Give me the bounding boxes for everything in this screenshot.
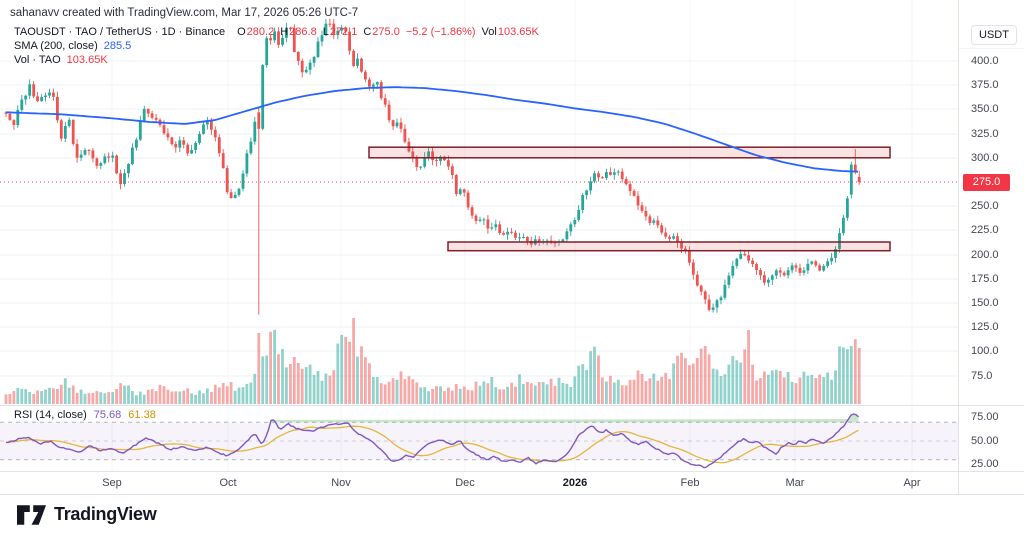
- rsi-label: RSI (14, close): [14, 409, 87, 421]
- price-pane[interactable]: [0, 0, 958, 405]
- ohlc-close: C 275.0: [363, 26, 400, 38]
- currency-toggle-button[interactable]: USDT: [971, 25, 1017, 45]
- time-axis-label: Sep: [102, 477, 122, 489]
- rsi-axis-label: 75.00: [971, 411, 999, 423]
- pane-separator[interactable]: [0, 471, 1024, 472]
- time-axis-label: Oct: [219, 477, 237, 489]
- price-axis-label: 175.0: [971, 273, 999, 285]
- symbol-title: TAOUSDT · TAO / TetherUS · 1D · Binance: [14, 26, 226, 38]
- price-axis-label: 375.0: [971, 79, 999, 91]
- time-axis-label: 2026: [562, 477, 588, 489]
- price-axis-label: 300.0: [971, 152, 999, 164]
- last-price-label: 275.0: [963, 173, 1010, 191]
- sma-legend-row[interactable]: SMA (200, close) 285.5: [14, 39, 539, 53]
- price-axis-label: 250.0: [971, 200, 999, 212]
- rsi-ma-value: 61.38: [128, 409, 156, 421]
- price-axis-label: 200.0: [971, 249, 999, 261]
- price-axis-label: 150.0: [971, 297, 999, 309]
- price-axis-label: 325.0: [971, 128, 999, 140]
- rsi-ma-line: [6, 425, 859, 464]
- sma-label: SMA (200, close): [14, 40, 98, 52]
- vol-value: 103.65K: [66, 54, 108, 66]
- ohlc-high: H 286.8: [280, 26, 317, 38]
- rsi-line: [6, 413, 859, 469]
- price-axis-label: 225.0: [971, 224, 999, 236]
- rsi-legend-row[interactable]: RSI (14, close) 75.68 61.38: [14, 409, 156, 421]
- axis-divider: [959, 48, 1024, 49]
- price-axis[interactable]: USDT 275.0 400.0 375.0 350.0 325.0 300.0 250.…: [958, 0, 1024, 494]
- rsi-pane[interactable]: [0, 406, 958, 471]
- pane-separator[interactable]: [0, 405, 1024, 406]
- time-axis-label: Nov: [331, 477, 351, 489]
- price-axis-label: 350.0: [971, 103, 999, 115]
- sma-value: 285.5: [103, 40, 132, 52]
- rsi-axis-label: 50.00: [971, 435, 999, 447]
- price-axis-label: 125.0: [971, 321, 999, 333]
- time-axis-label: Mar: [785, 477, 805, 489]
- time-axis-label: Feb: [680, 477, 700, 489]
- time-axis[interactable]: Sep Oct Nov Dec 2026 Feb Mar Apr: [0, 472, 958, 494]
- price-axis-label: 400.0: [971, 55, 999, 67]
- pane-separator: [0, 494, 1024, 495]
- main-legend: TAOUSDT · TAO / TetherUS · 1D · Binance …: [14, 25, 539, 67]
- tradingview-logo-icon: [17, 504, 46, 525]
- ohlc-low: L 272.1: [322, 26, 358, 38]
- change-value: −5.2 (−1.86%): [405, 26, 476, 38]
- tradingview-logo[interactable]: TradingView: [17, 504, 157, 525]
- time-axis-label: Dec: [455, 477, 475, 489]
- price-zone[interactable]: [368, 146, 891, 159]
- vol-label: Vol · TAO: [14, 54, 61, 66]
- candlesticks: [4, 18, 861, 315]
- volume-legend-row[interactable]: Vol · TAO 103.65K: [14, 53, 539, 67]
- time-axis-label: Apr: [903, 477, 921, 489]
- symbol-legend-row[interactable]: TAOUSDT · TAO / TetherUS · 1D · Binance …: [14, 25, 539, 39]
- price-zone[interactable]: [447, 241, 891, 252]
- rsi-axis-label: 25.00: [971, 458, 999, 470]
- price-axis-label: 100.0: [971, 345, 999, 357]
- volume-bars: [4, 318, 861, 404]
- price-axis-label: 75.0: [971, 370, 993, 382]
- sma-200-line: [5, 86, 859, 173]
- volume-value: Vol 103.65K: [481, 26, 539, 38]
- tradingview-logo-text: TradingView: [54, 504, 157, 524]
- rsi-value: 75.68: [93, 409, 122, 421]
- creator-watermark: sahanavv created with TradingView.com, M…: [10, 7, 359, 19]
- ohlc-open: O 280.2: [237, 26, 275, 38]
